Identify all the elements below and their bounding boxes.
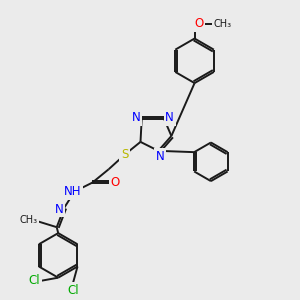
Text: Cl: Cl bbox=[28, 274, 40, 287]
Text: N: N bbox=[165, 111, 174, 124]
Text: O: O bbox=[111, 176, 120, 189]
Text: S: S bbox=[121, 148, 128, 161]
Text: O: O bbox=[194, 17, 204, 30]
Text: N: N bbox=[155, 150, 164, 163]
Text: CH₃: CH₃ bbox=[214, 19, 232, 29]
Text: N: N bbox=[54, 203, 63, 216]
Text: CH₃: CH₃ bbox=[20, 215, 38, 225]
Text: NH: NH bbox=[64, 185, 82, 198]
Text: Cl: Cl bbox=[67, 284, 79, 297]
Text: N: N bbox=[132, 111, 141, 124]
